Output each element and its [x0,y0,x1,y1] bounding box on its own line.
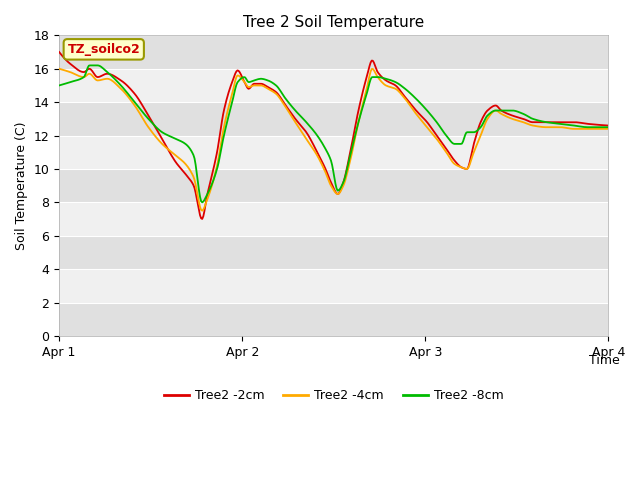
Bar [59,36,608,69]
Line: Tree2 -8cm: Tree2 -8cm [59,65,608,203]
Tree2 -4cm [353,124,361,130]
Tree2 -8cm [322,146,330,152]
Bar [59,69,608,102]
Text: TZ_soilco2: TZ_soilco2 [67,43,140,56]
Tree2 -2cm [321,164,328,169]
Tree2 -8cm [604,124,612,130]
Tree2 -4cm [506,115,514,121]
Tree2 -4cm [593,126,600,132]
Tree2 -2cm [604,123,612,129]
Text: Time: Time [589,354,620,367]
Tree2 -8cm [355,119,362,125]
Title: Tree 2 Soil Temperature: Tree 2 Soil Temperature [243,15,424,30]
Line: Tree2 -2cm: Tree2 -2cm [59,52,608,219]
Tree2 -4cm [317,160,325,166]
Bar [59,269,608,302]
Tree2 -2cm [353,112,361,118]
Tree2 -8cm [55,83,63,88]
Bar [59,302,608,336]
Bar [59,135,608,169]
Y-axis label: Soil Temperature (C): Soil Temperature (C) [15,121,28,250]
Tree2 -4cm [321,167,328,173]
Tree2 -2cm [506,112,514,118]
Tree2 -8cm [593,124,601,130]
Tree2 -2cm [55,49,63,55]
Tree2 -2cm [198,216,206,222]
Tree2 -4cm [383,83,391,89]
Tree2 -8cm [198,200,206,205]
Tree2 -4cm [604,126,612,132]
Line: Tree2 -4cm: Tree2 -4cm [59,69,608,211]
Tree2 -2cm [593,122,600,128]
Tree2 -8cm [318,140,326,146]
Tree2 -8cm [508,108,515,113]
Tree2 -2cm [383,78,391,84]
Tree2 -8cm [385,76,392,82]
Tree2 -8cm [86,62,94,68]
Bar [59,203,608,236]
Tree2 -4cm [55,66,63,72]
Legend: Tree2 -2cm, Tree2 -4cm, Tree2 -8cm: Tree2 -2cm, Tree2 -4cm, Tree2 -8cm [159,384,509,408]
Tree2 -4cm [198,208,206,214]
Bar [59,236,608,269]
Bar [59,102,608,135]
Tree2 -2cm [317,157,325,163]
Bar [59,169,608,203]
